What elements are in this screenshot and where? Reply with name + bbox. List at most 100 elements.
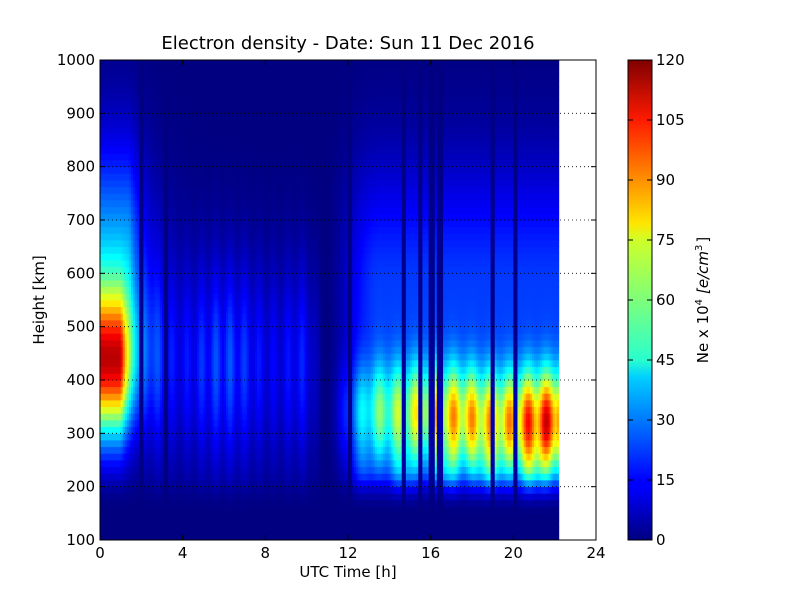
heatmap-cell bbox=[112, 60, 115, 68]
heatmap-cell bbox=[104, 80, 107, 88]
heatmap-cell bbox=[215, 393, 219, 401]
heatmap-cell bbox=[224, 193, 227, 201]
heatmap-cell bbox=[124, 153, 128, 161]
heatmap-cell bbox=[230, 260, 233, 268]
heatmap-cell bbox=[184, 313, 188, 321]
heatmap-cell bbox=[211, 320, 215, 328]
heatmap-cell bbox=[149, 86, 153, 94]
heatmap-cell bbox=[230, 500, 233, 508]
heatmap-cell bbox=[126, 153, 130, 161]
heatmap-cell bbox=[178, 453, 181, 461]
heatmap-cell bbox=[151, 380, 155, 388]
heatmap-cell bbox=[182, 460, 186, 468]
heatmap-cell bbox=[242, 406, 246, 414]
heatmap-cell bbox=[108, 386, 111, 394]
heatmap-cell bbox=[180, 273, 184, 281]
heatmap-cell bbox=[178, 140, 181, 148]
heatmap-cell bbox=[149, 406, 153, 414]
heatmap-cell bbox=[190, 533, 194, 540]
heatmap-cell bbox=[219, 93, 223, 101]
heatmap-cell bbox=[215, 193, 219, 201]
heatmap-cell bbox=[209, 113, 212, 121]
heatmap-cell bbox=[193, 313, 196, 321]
heatmap-cell bbox=[209, 320, 212, 328]
heatmap-cell bbox=[100, 133, 103, 141]
heatmap-cell bbox=[131, 486, 134, 494]
heatmap-cell bbox=[211, 426, 215, 434]
heatmap-cell bbox=[197, 200, 200, 208]
heatmap-cell bbox=[213, 433, 217, 441]
heatmap-cell bbox=[221, 300, 225, 308]
heatmap-cell bbox=[238, 500, 241, 508]
heatmap-cell bbox=[170, 166, 173, 174]
heatmap-cell bbox=[122, 380, 126, 388]
heatmap-cell bbox=[236, 306, 239, 314]
heatmap-cell bbox=[230, 480, 233, 488]
heatmap-cell bbox=[209, 406, 212, 414]
heatmap-cell bbox=[149, 120, 153, 128]
heatmap-cell bbox=[139, 506, 142, 514]
heatmap-cell bbox=[157, 106, 161, 114]
heatmap-cell bbox=[170, 153, 173, 161]
heatmap-cell bbox=[102, 466, 105, 474]
heatmap-cell bbox=[172, 360, 175, 368]
heatmap-cell bbox=[145, 113, 148, 121]
heatmap-cell bbox=[157, 160, 161, 168]
heatmap-cell bbox=[197, 160, 200, 168]
heatmap-cell bbox=[122, 400, 126, 408]
heatmap-cell bbox=[205, 286, 208, 294]
heatmap-cell bbox=[162, 486, 165, 494]
heatmap-cell bbox=[176, 533, 179, 540]
heatmap-cell bbox=[120, 366, 124, 374]
heatmap-cell bbox=[128, 473, 132, 481]
heatmap-cell bbox=[180, 120, 184, 128]
heatmap-cell bbox=[120, 360, 124, 368]
heatmap-cell bbox=[238, 433, 241, 441]
heatmap-cell bbox=[195, 193, 198, 201]
heatmap-cell bbox=[211, 393, 215, 401]
heatmap-cell bbox=[201, 506, 204, 514]
heatmap-cell bbox=[159, 300, 163, 308]
heatmap-cell bbox=[234, 460, 237, 468]
heatmap-cell bbox=[226, 480, 229, 488]
heatmap-cell bbox=[170, 220, 173, 228]
heatmap-cell bbox=[224, 93, 227, 101]
heatmap-cell bbox=[228, 386, 231, 394]
heatmap-cell bbox=[159, 526, 163, 534]
heatmap-cell bbox=[232, 160, 235, 168]
heatmap-cell bbox=[219, 273, 223, 281]
heatmap-cell bbox=[217, 220, 221, 228]
heatmap-cell bbox=[126, 66, 130, 74]
heatmap-cell bbox=[178, 260, 181, 268]
heatmap-cell bbox=[168, 186, 171, 194]
heatmap-cell bbox=[118, 253, 122, 261]
heatmap-cell bbox=[186, 206, 190, 214]
heatmap-cell bbox=[168, 440, 171, 448]
heatmap-cell bbox=[131, 133, 134, 141]
heatmap-cell bbox=[143, 266, 146, 274]
heatmap-cell bbox=[153, 260, 157, 268]
heatmap-cell bbox=[240, 140, 243, 148]
heatmap-cell bbox=[236, 526, 239, 534]
heatmap-cell bbox=[205, 366, 208, 374]
heatmap-cell bbox=[180, 400, 184, 408]
heatmap-cell bbox=[172, 320, 175, 328]
heatmap-cell bbox=[190, 220, 194, 228]
heatmap-cell bbox=[203, 193, 206, 201]
heatmap-cell bbox=[126, 220, 130, 228]
heatmap-cell bbox=[226, 73, 229, 81]
heatmap-cell bbox=[234, 86, 237, 94]
heatmap-cell bbox=[100, 500, 103, 508]
heatmap-cell bbox=[209, 293, 212, 301]
heatmap-cell bbox=[108, 360, 111, 368]
heatmap-cell bbox=[219, 353, 223, 361]
heatmap-cell bbox=[153, 313, 157, 321]
heatmap-cell bbox=[242, 480, 246, 488]
heatmap-cell bbox=[110, 100, 113, 108]
heatmap-cell bbox=[159, 200, 163, 208]
heatmap-cell bbox=[153, 233, 157, 241]
heatmap-cell bbox=[217, 486, 221, 494]
heatmap-cell bbox=[153, 200, 157, 208]
heatmap-cell bbox=[226, 240, 229, 248]
heatmap-cell bbox=[178, 466, 181, 474]
